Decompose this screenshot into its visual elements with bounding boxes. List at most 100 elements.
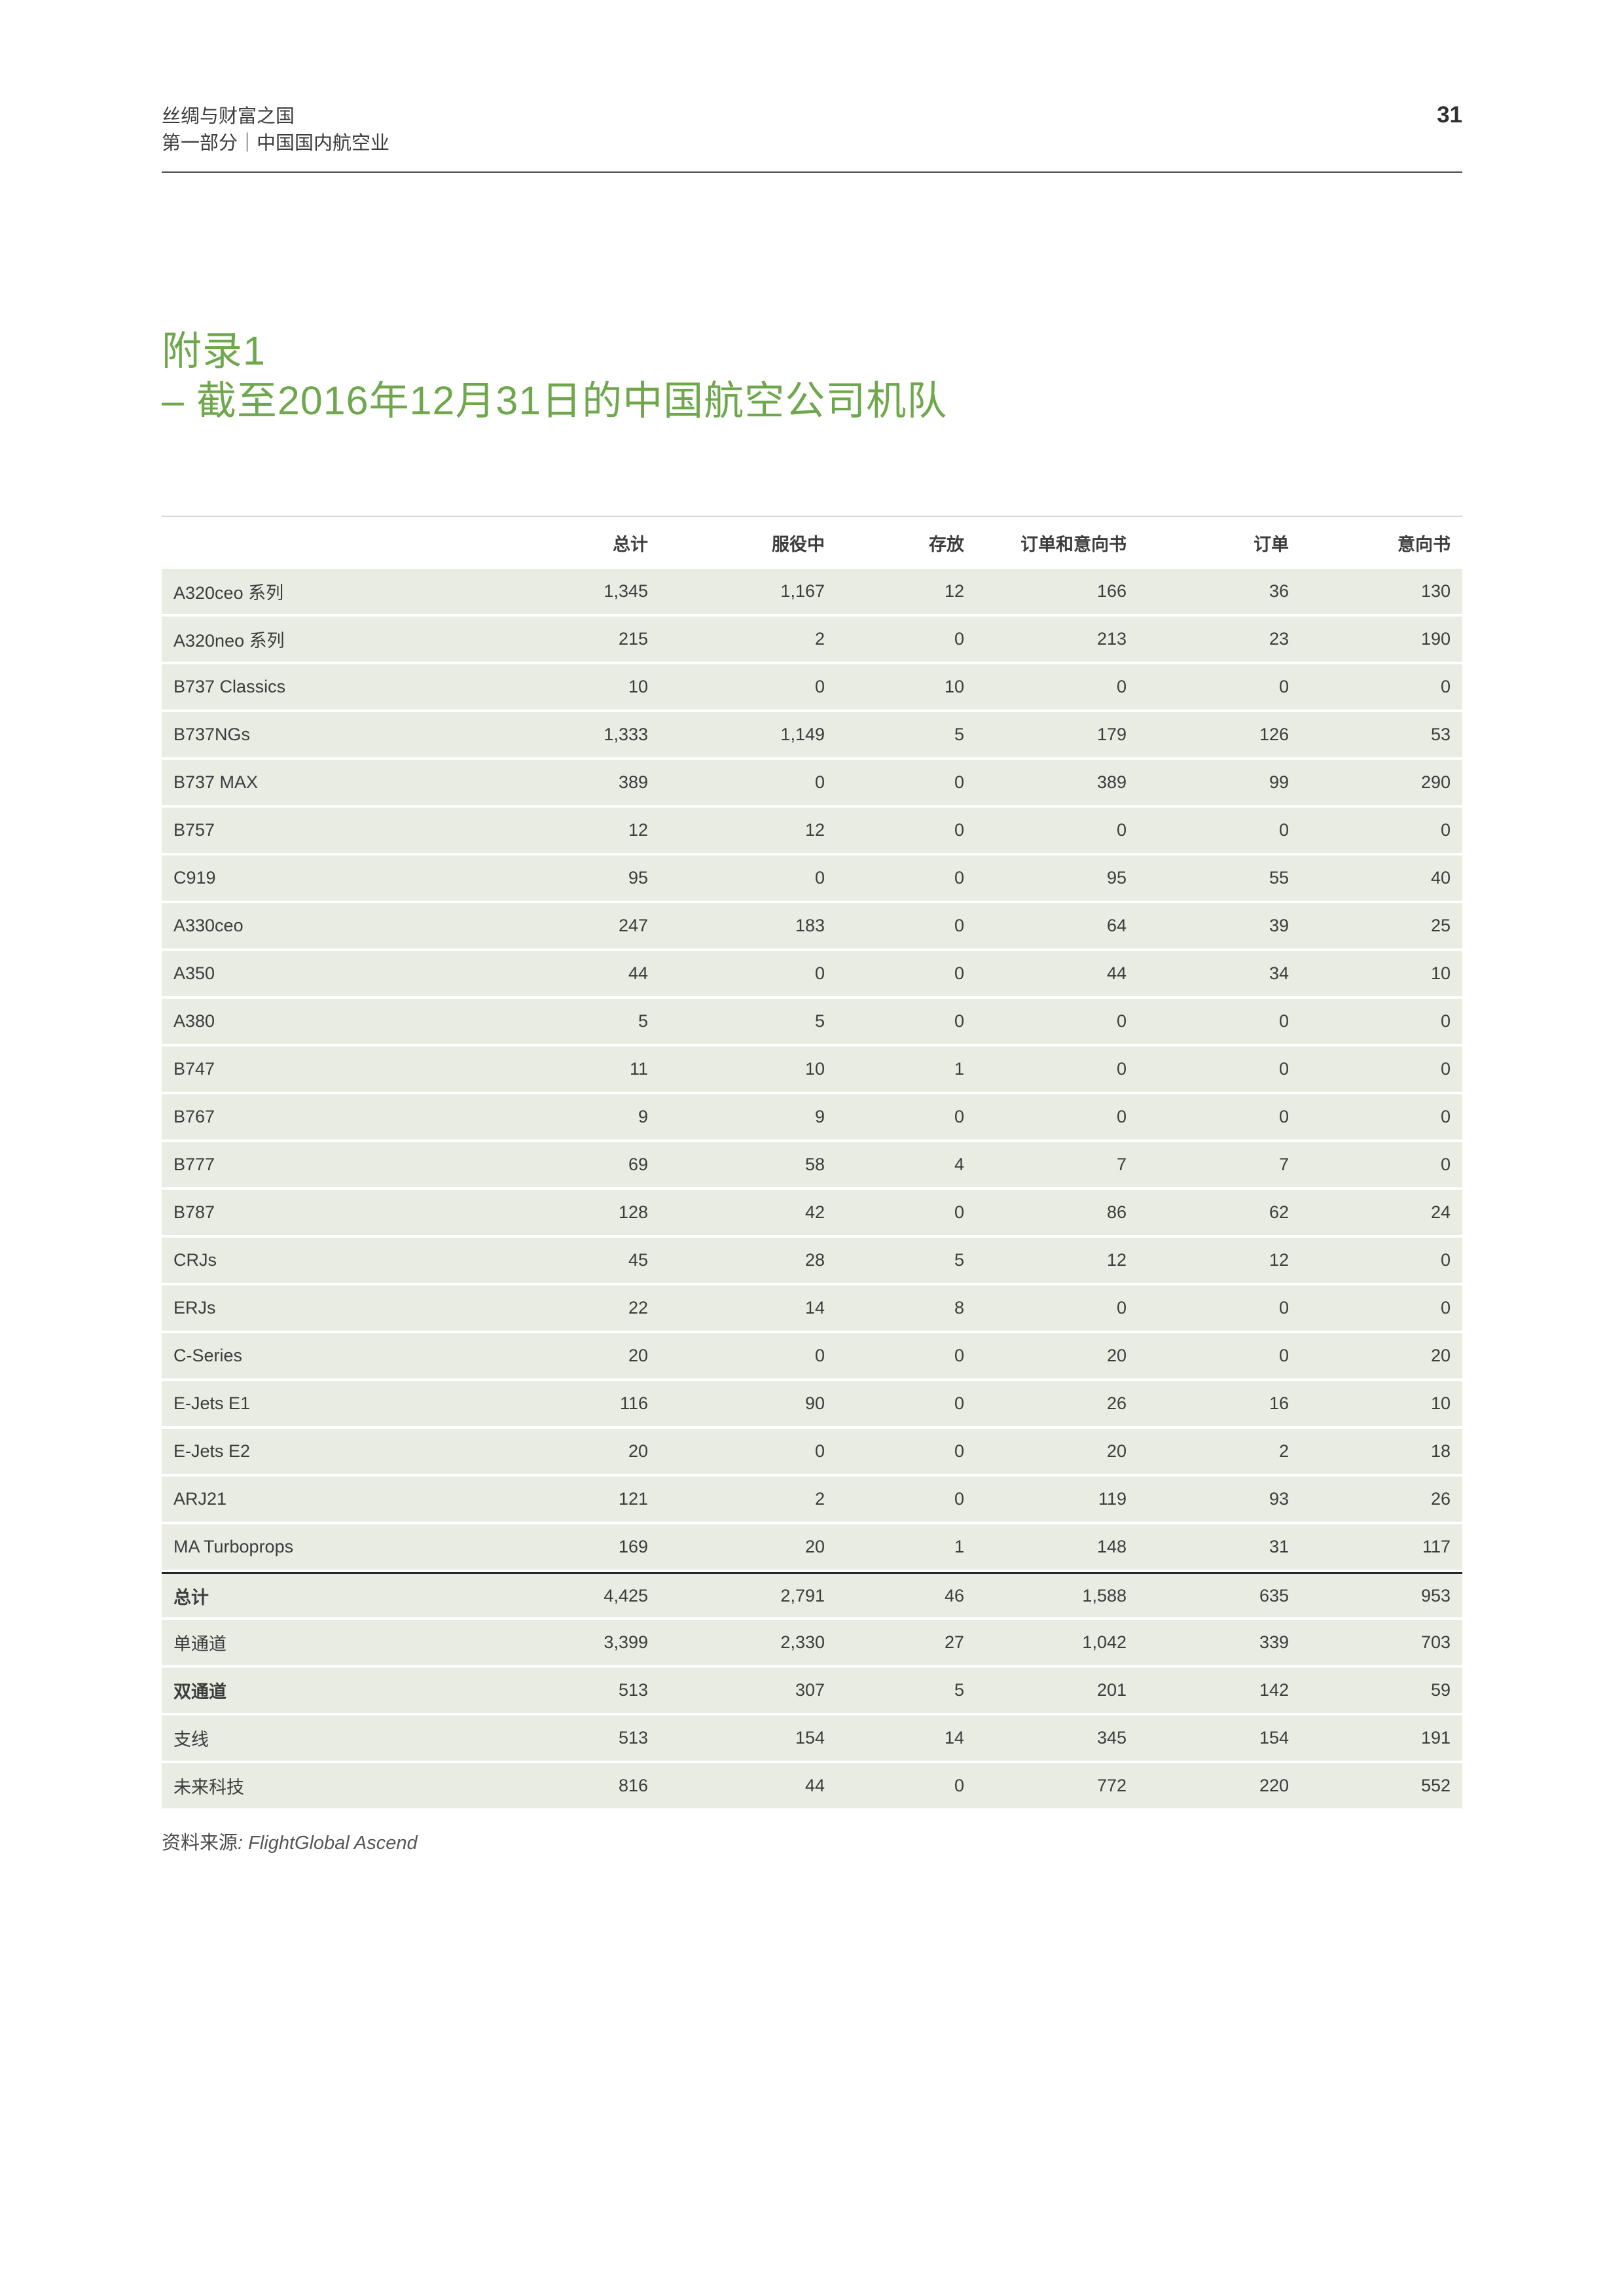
cell-value: 0 — [954, 820, 964, 840]
cell-value: 0 — [954, 1346, 964, 1365]
table-row: 总计 4,425 2,791 46 1,588 635 953 — [162, 1572, 1462, 1617]
cell-value: 12 — [944, 581, 964, 601]
source-name: : FlightGlobal Ascend — [238, 1833, 418, 1854]
cell-value: 28 — [804, 1250, 825, 1270]
source-prefix: 资料来源 — [162, 1833, 238, 1854]
cell-value: 1,588 — [1082, 1585, 1127, 1605]
row-label: 支线 — [173, 1730, 209, 1749]
cell-value: 26 — [1430, 1489, 1451, 1509]
cell-value: 0 — [1278, 1298, 1289, 1318]
cell-value: 201 — [1096, 1680, 1127, 1700]
cell-value: 119 — [1098, 1489, 1127, 1509]
column-header: 意向书 — [1398, 534, 1451, 554]
cell-value: 10 — [1430, 963, 1451, 983]
cell-value: 116 — [619, 1393, 648, 1413]
cell-value: 2 — [814, 629, 825, 649]
table-row: B747 11 10 1 0 0 0 — [162, 1047, 1462, 1092]
cell-value: 20 — [628, 1346, 648, 1365]
cell-value: 126 — [1259, 725, 1289, 744]
table-row: A320ceo 系列 1,345 1,167 12 166 36 130 — [162, 569, 1462, 614]
cell-value: 513 — [618, 1680, 648, 1700]
cell-value: 10 — [628, 677, 648, 696]
cell-value: 0 — [1116, 1107, 1127, 1126]
cell-value: 0 — [814, 1441, 825, 1461]
cell-value: 154 — [795, 1728, 825, 1748]
cell-value: 1 — [954, 1537, 964, 1556]
cell-value: 11 — [629, 1059, 648, 1079]
cell-value: 34 — [1269, 963, 1289, 983]
cell-value: 0 — [954, 963, 964, 983]
table-row: CRJs 45 28 5 12 12 0 — [162, 1238, 1462, 1283]
table-row: 支线 513 154 14 345 154 191 — [162, 1715, 1462, 1761]
cell-value: 16 — [1269, 1393, 1289, 1413]
cell-value: 36 — [1269, 581, 1289, 601]
cell-value: 0 — [1116, 820, 1127, 840]
cell-value: 1,333 — [604, 725, 648, 744]
cell-value: 5 — [638, 1011, 648, 1031]
cell-value: 0 — [814, 963, 825, 983]
cell-value: 0 — [954, 1011, 964, 1031]
table-row: B767 9 9 0 0 0 0 — [162, 1094, 1462, 1139]
cell-value: 389 — [618, 772, 648, 792]
cell-value: 20 — [1106, 1346, 1127, 1365]
cell-value: 0 — [1440, 1011, 1451, 1031]
table-row: B757 12 12 0 0 0 0 — [162, 808, 1462, 853]
cell-value: 0 — [954, 629, 964, 649]
cell-value: 307 — [795, 1680, 825, 1700]
cell-value: 18 — [1430, 1441, 1451, 1461]
cell-value: 953 — [1420, 1585, 1451, 1605]
row-label: 双通道 — [173, 1682, 226, 1702]
cell-value: 20 — [628, 1441, 648, 1461]
cell-value: 0 — [954, 916, 964, 935]
table-body: A320ceo 系列 1,345 1,167 12 166 36 130 A320neo 系列… — [162, 569, 1462, 1808]
cell-value: 0 — [954, 1776, 964, 1795]
fleet-table: 总计 服役中 存放 订单和意向书 订单 意向书 A320ceo 系列 1,345 1,167 1… — [162, 516, 1462, 1811]
cell-value: 5 — [954, 725, 964, 744]
table-row: 双通道 513 307 5 201 142 59 — [162, 1668, 1462, 1713]
cell-value: 220 — [1259, 1776, 1289, 1795]
cell-value: 0 — [814, 868, 825, 888]
cell-value: 5 — [814, 1011, 825, 1031]
table-header-row: 总计 服役中 存放 订单和意向书 订单 意向书 — [162, 516, 1462, 569]
cell-value: 552 — [1420, 1776, 1451, 1795]
page-header: 丝绸与财富之国 第一部分｜中国国内航空业 31 — [162, 102, 1462, 173]
cell-value: 39 — [1269, 916, 1289, 935]
cell-value: 1,345 — [604, 581, 648, 601]
cell-value: 7 — [1278, 1155, 1289, 1174]
cell-value: 0 — [1116, 1298, 1127, 1318]
row-label: ERJs — [173, 1298, 216, 1318]
cell-value: 0 — [1116, 677, 1127, 696]
table-row: B777 69 58 4 7 7 0 — [162, 1142, 1462, 1187]
row-label: C919 — [173, 868, 216, 888]
row-label: E-Jets E1 — [173, 1393, 251, 1413]
cell-value: 142 — [1259, 1680, 1289, 1700]
cell-value: 22 — [628, 1298, 648, 1318]
row-label: 未来科技 — [173, 1778, 244, 1797]
cell-value: 117 — [1422, 1537, 1451, 1556]
cell-value: 148 — [1096, 1537, 1127, 1556]
cell-value: 169 — [618, 1537, 648, 1556]
cell-value: 12 — [804, 820, 825, 840]
table-row: B737NGs 1,333 1,149 5 179 126 53 — [162, 712, 1462, 757]
cell-value: 24 — [1430, 1202, 1451, 1222]
row-label: B747 — [173, 1059, 215, 1079]
cell-value: 4,425 — [604, 1585, 648, 1605]
cell-value: 0 — [954, 1107, 964, 1126]
appendix-title-line1: 附录1 — [162, 329, 266, 373]
row-label: C-Series — [173, 1346, 243, 1365]
row-label: MA Turboprops — [173, 1537, 294, 1556]
cell-value: 0 — [954, 1202, 964, 1222]
column-header: 存放 — [929, 534, 964, 554]
table-row: C919 95 0 0 95 55 40 — [162, 855, 1462, 901]
cell-value: 27 — [944, 1632, 964, 1652]
appendix-title-line2: – 截至2016年12月31日的中国航空公司机队 — [162, 378, 948, 423]
cell-value: 62 — [1269, 1202, 1289, 1222]
cell-value: 0 — [1116, 1059, 1127, 1079]
cell-value: 90 — [804, 1393, 825, 1413]
row-label: B737NGs — [173, 725, 251, 744]
section-title: 第一部分｜中国国内航空业 — [162, 133, 390, 154]
cell-value: 166 — [1096, 581, 1127, 601]
cell-value: 99 — [1269, 772, 1289, 792]
cell-value: 14 — [944, 1728, 964, 1748]
cell-value: 40 — [1430, 868, 1451, 888]
